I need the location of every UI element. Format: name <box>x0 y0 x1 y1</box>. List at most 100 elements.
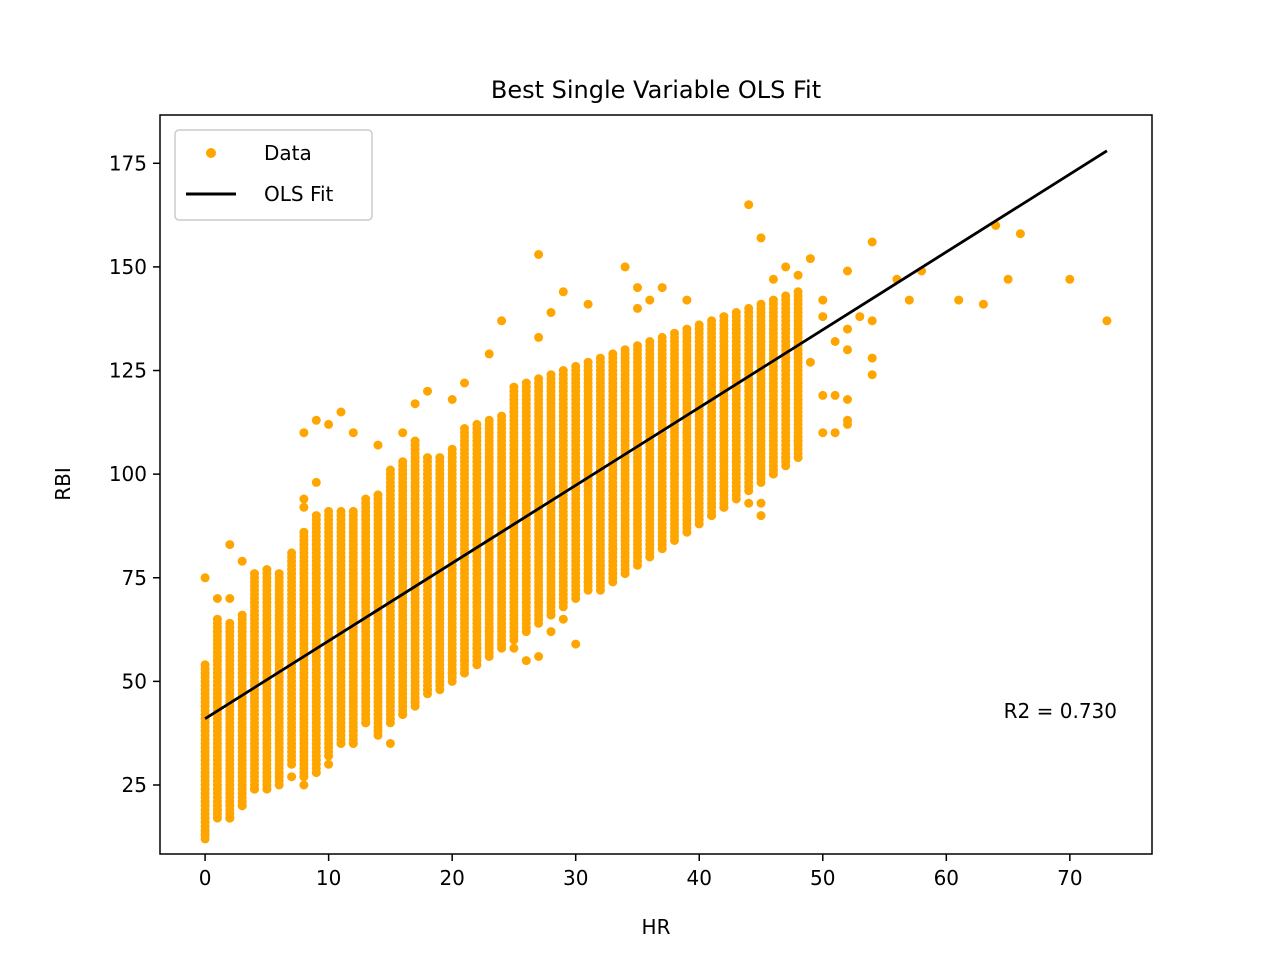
data-point <box>830 428 840 438</box>
data-point <box>558 287 568 297</box>
data-point <box>410 697 420 707</box>
data-point <box>731 457 741 467</box>
data-point <box>262 565 272 574</box>
data-point <box>645 295 655 305</box>
x-tick-label: 70 <box>1057 866 1082 890</box>
data-point <box>299 502 309 512</box>
y-tick-label: 100 <box>109 462 147 486</box>
data-point <box>447 395 457 404</box>
data-point <box>756 233 766 243</box>
data-point <box>398 710 408 719</box>
x-tick-label: 50 <box>810 866 835 890</box>
axes-frame <box>159 114 1153 855</box>
data-point <box>497 635 507 645</box>
y-axis-label: RBI <box>51 467 75 501</box>
y-tick-label: 25 <box>122 773 147 797</box>
r2-annotation: R2 = 0.730 <box>1004 699 1117 723</box>
y-tick-label: 50 <box>122 669 147 693</box>
data-point <box>237 556 247 566</box>
data-point <box>447 668 457 678</box>
data-point <box>521 378 531 388</box>
data-point <box>867 370 877 380</box>
data-point <box>200 660 210 670</box>
data-point <box>904 295 914 305</box>
data-point <box>793 270 803 280</box>
data-point <box>250 784 259 794</box>
legend-label-data: Data <box>264 141 312 165</box>
data-point <box>361 494 371 504</box>
data-point <box>595 353 605 363</box>
data-point <box>583 299 593 309</box>
data-point <box>534 250 544 259</box>
x-tick-label: 60 <box>934 866 959 890</box>
data-point <box>756 511 766 521</box>
data-point <box>274 780 284 790</box>
data-point <box>225 540 235 550</box>
data-point <box>756 498 766 508</box>
data-point <box>423 453 432 463</box>
x-tick-label: 30 <box>563 866 588 890</box>
data-point <box>1015 229 1025 239</box>
data-point <box>336 407 346 417</box>
data-point <box>707 316 717 326</box>
axes: 0 10 20 30 40 50 60 70 25 50 75 100 125 150 175 <box>109 114 1153 890</box>
x-tick-label: 40 <box>687 866 712 890</box>
data-point <box>633 341 642 351</box>
data-point <box>534 332 544 342</box>
data-point <box>768 465 778 475</box>
data-point <box>608 349 618 359</box>
data-point <box>744 498 754 508</box>
data-point <box>373 730 383 740</box>
data-point <box>299 527 309 537</box>
data-point <box>509 382 519 392</box>
data-point <box>670 469 679 479</box>
data-point <box>250 569 259 579</box>
data-point <box>212 614 222 624</box>
data-point <box>447 444 457 454</box>
data-point <box>867 353 877 363</box>
data-point <box>682 295 692 305</box>
data-point <box>682 494 692 504</box>
data-point <box>818 390 828 400</box>
data-point <box>348 428 358 438</box>
data-point <box>768 295 778 305</box>
data-point <box>744 469 754 479</box>
data-point <box>497 316 507 326</box>
data-point <box>225 594 235 603</box>
data-point <box>595 560 605 570</box>
data-point <box>274 569 284 579</box>
data-point <box>805 254 815 264</box>
data-point <box>719 502 729 512</box>
data-point <box>385 739 395 748</box>
data-point <box>460 424 469 433</box>
legend: Data OLS Fit <box>174 129 373 221</box>
data-point <box>620 531 630 541</box>
data-point <box>534 652 544 661</box>
data-point <box>373 440 383 450</box>
data-point <box>843 419 852 429</box>
data-point <box>484 627 494 637</box>
legend-data-marker <box>206 148 216 158</box>
data-point <box>497 411 507 421</box>
data-point <box>978 299 988 309</box>
data-point <box>521 656 531 666</box>
data-point <box>843 345 852 355</box>
data-point <box>410 399 420 409</box>
data-point <box>546 308 556 317</box>
data-point <box>546 370 556 380</box>
data-point <box>546 627 556 637</box>
data-point <box>324 506 334 516</box>
x-axis-label: HR <box>642 915 671 939</box>
data-point <box>311 768 321 778</box>
data-point <box>225 618 235 628</box>
data-point <box>299 780 309 790</box>
data-point <box>633 283 642 293</box>
data-point <box>225 813 235 823</box>
data-point <box>805 357 815 367</box>
x-tick-label: 20 <box>439 866 464 890</box>
data-point <box>373 490 383 500</box>
data-point <box>237 801 247 811</box>
data-point <box>336 506 346 516</box>
data-point <box>954 295 964 305</box>
data-point <box>423 386 432 396</box>
